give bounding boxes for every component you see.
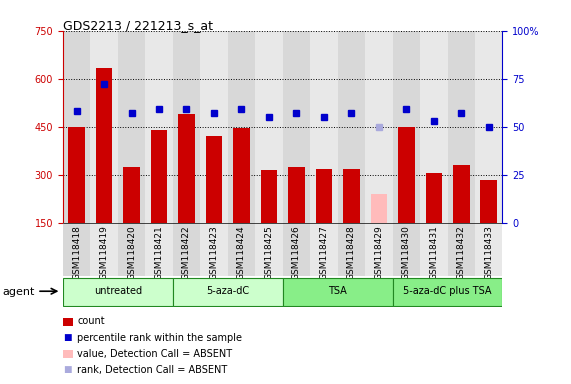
Bar (337, 223, 365, 276)
Bar (145, 31, 173, 223)
Bar (63, 278, 173, 306)
Bar (206, 136, 222, 223)
Bar (261, 170, 277, 223)
Text: 5-aza-dC plus TSA: 5-aza-dC plus TSA (403, 286, 492, 296)
Text: untreated: untreated (94, 286, 142, 296)
Bar (173, 278, 283, 306)
Text: TSA: TSA (328, 286, 347, 296)
Bar (63, 223, 90, 276)
Text: GSM118421: GSM118421 (155, 225, 163, 280)
Bar (90, 223, 118, 276)
Text: percentile rank within the sample: percentile rank within the sample (77, 333, 242, 343)
Bar (420, 31, 448, 223)
Text: GSM118429: GSM118429 (375, 225, 383, 280)
Bar (453, 165, 469, 223)
Text: rank, Detection Call = ABSENT: rank, Detection Call = ABSENT (77, 365, 227, 375)
Bar (398, 127, 415, 223)
Bar (283, 31, 310, 223)
Bar (90, 31, 118, 223)
Bar (228, 223, 255, 276)
Bar (255, 223, 283, 276)
Text: GSM118420: GSM118420 (127, 225, 136, 280)
Bar (481, 180, 497, 223)
Bar (173, 31, 200, 223)
Text: GSM118422: GSM118422 (182, 225, 191, 280)
Text: GDS2213 / 221213_s_at: GDS2213 / 221213_s_at (63, 19, 213, 32)
Bar (123, 167, 140, 223)
Text: GSM118433: GSM118433 (484, 225, 493, 280)
Bar (343, 169, 360, 223)
Bar (288, 167, 305, 223)
Text: 5-aza-dC: 5-aza-dC (206, 286, 250, 296)
Bar (178, 114, 195, 223)
Bar (393, 31, 420, 223)
Text: agent: agent (3, 287, 35, 297)
Bar (118, 223, 145, 276)
Text: GSM118423: GSM118423 (210, 225, 219, 280)
Bar (200, 223, 228, 276)
Text: GSM118428: GSM118428 (347, 225, 356, 280)
Bar (173, 223, 200, 276)
Bar (475, 223, 502, 276)
Bar (393, 223, 420, 276)
Text: GSM118424: GSM118424 (237, 225, 246, 280)
Text: ■: ■ (63, 333, 72, 342)
Text: GSM118426: GSM118426 (292, 225, 301, 280)
Bar (63, 31, 90, 223)
Bar (233, 128, 250, 223)
Bar (310, 223, 337, 276)
Bar (316, 169, 332, 223)
Bar (310, 31, 337, 223)
Text: GSM118432: GSM118432 (457, 225, 466, 280)
Bar (283, 223, 310, 276)
Text: ■: ■ (63, 365, 72, 374)
Text: GSM118418: GSM118418 (72, 225, 81, 280)
Bar (365, 31, 393, 223)
Bar (371, 194, 387, 223)
Bar (475, 31, 502, 223)
Text: value, Detection Call = ABSENT: value, Detection Call = ABSENT (77, 349, 232, 359)
Bar (228, 31, 255, 223)
Bar (448, 31, 475, 223)
Bar (255, 31, 283, 223)
Bar (393, 278, 502, 306)
Bar (118, 31, 145, 223)
Text: GSM118419: GSM118419 (99, 225, 108, 280)
Bar (200, 31, 228, 223)
Bar (448, 223, 475, 276)
Text: GSM118427: GSM118427 (319, 225, 328, 280)
Text: GSM118431: GSM118431 (429, 225, 439, 280)
Bar (151, 130, 167, 223)
Text: GSM118430: GSM118430 (402, 225, 411, 280)
Bar (69, 127, 85, 223)
Bar (96, 68, 112, 223)
Bar (365, 223, 393, 276)
Bar (337, 31, 365, 223)
Text: GSM118425: GSM118425 (264, 225, 274, 280)
Bar (425, 173, 442, 223)
Bar (283, 278, 393, 306)
Text: count: count (77, 316, 104, 326)
Bar (145, 223, 173, 276)
Bar (420, 223, 448, 276)
